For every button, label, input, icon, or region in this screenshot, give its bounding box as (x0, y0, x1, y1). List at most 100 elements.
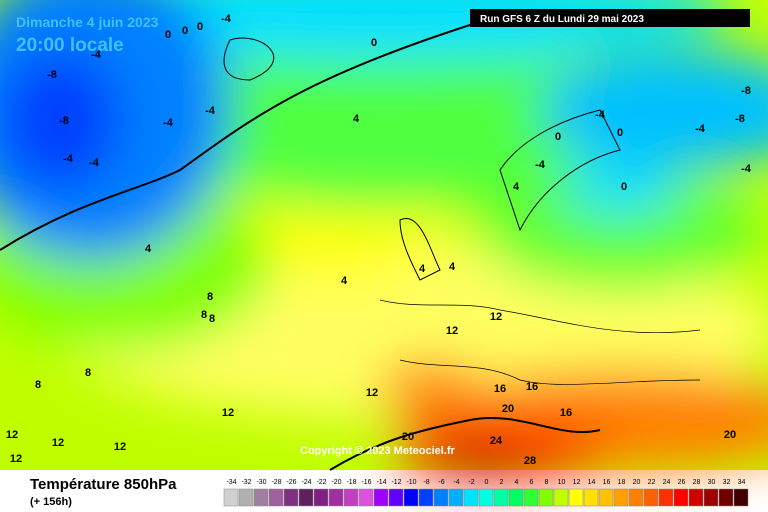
legend-swatch (298, 488, 314, 507)
legend-swatch (733, 488, 749, 507)
legend-tick: 4 (515, 479, 519, 486)
legend-tick: -12 (391, 479, 401, 486)
legend-tick: -4 (453, 479, 459, 486)
legend-swatch (253, 488, 269, 507)
legend-tick: 20 (633, 479, 641, 486)
contour-label: 24 (490, 435, 503, 447)
contour-label: -8 (735, 113, 745, 125)
legend-tick: -26 (286, 479, 296, 486)
contour-label: -4 (595, 109, 606, 121)
contour-label: -4 (205, 105, 216, 117)
legend-tick: -2 (468, 479, 474, 486)
contour-label: 0 (621, 181, 627, 193)
contour-label: 20 (402, 431, 414, 443)
legend-tick: 18 (618, 479, 626, 486)
legend-swatch (418, 488, 434, 507)
contour-label: 12 (6, 429, 18, 441)
contour-label: -4 (695, 123, 706, 135)
temperature-field (0, 0, 768, 480)
legend-tick: 30 (708, 479, 716, 486)
footer-lead: (+ 156h) (30, 496, 72, 508)
legend-tick: -18 (346, 479, 356, 486)
legend-swatch (343, 488, 359, 507)
contour-label: 8 (209, 313, 215, 325)
legend-swatch (703, 488, 719, 507)
legend-tick: 14 (588, 479, 596, 486)
contour-label: 0 (617, 127, 623, 139)
legend-tick: 26 (678, 479, 686, 486)
contour-label: -8 (47, 69, 57, 81)
contour-label: 4 (419, 263, 426, 275)
legend-tick: 34 (738, 479, 746, 486)
contour-label: 8 (201, 309, 207, 321)
legend-tick: -16 (361, 479, 371, 486)
legend-tick: -6 (438, 479, 444, 486)
contour-label: 4 (145, 243, 152, 255)
legend-swatch (238, 488, 254, 507)
legend-swatch (658, 488, 674, 507)
contour-label: 12 (490, 311, 502, 323)
legend-swatch (358, 488, 374, 507)
contour-label: -8 (59, 115, 69, 127)
legend-swatch (583, 488, 599, 507)
contour-label: 16 (494, 383, 506, 395)
contour-label: 8 (35, 379, 41, 391)
legend-swatch (268, 488, 284, 507)
legend-swatch (643, 488, 659, 507)
contour-label: -4 (163, 117, 174, 129)
legend-tick: 32 (723, 479, 731, 486)
contour-label: -4 (63, 153, 74, 165)
legend-tick: 28 (693, 479, 701, 486)
contour-label: -8 (741, 85, 751, 97)
contour-label: 0 (197, 21, 203, 33)
legend-swatch (538, 488, 554, 507)
legend-tick: 2 (500, 479, 504, 486)
contour-label: 4 (513, 181, 520, 193)
contour-label: 20 (724, 429, 736, 441)
legend-swatch (283, 488, 299, 507)
legend-swatch (313, 488, 329, 507)
legend-tick: -22 (316, 479, 326, 486)
contour-label: 12 (52, 437, 64, 449)
contour-label: 12 (366, 387, 378, 399)
legend-swatch (433, 488, 449, 507)
contour-label: 0 (182, 25, 188, 37)
legend-swatch (628, 488, 644, 507)
contour-label: -4 (91, 49, 102, 61)
contour-label: -4 (535, 159, 546, 171)
legend-tick: 22 (648, 479, 656, 486)
legend-tick: -28 (271, 479, 281, 486)
contour-label: -4 (741, 163, 752, 175)
legend-tick: -32 (241, 479, 251, 486)
legend-tick: 6 (530, 479, 534, 486)
legend-swatch (718, 488, 734, 507)
contour-label: 16 (526, 381, 538, 393)
contour-label: 4 (353, 113, 360, 125)
contour-label: 0 (371, 37, 377, 49)
legend-tick: -10 (406, 479, 416, 486)
contour-label: 12 (114, 441, 126, 453)
contour-label: 0 (165, 29, 171, 41)
legend: -34 -32 -30 -28 -26 -24 -22 -20 -18 -16 -14 -12 -10-… (223, 479, 749, 507)
copyright: Copyright © 2023 Meteociel.fr (300, 445, 456, 457)
contour-label: 4 (449, 261, 456, 273)
legend-swatch (613, 488, 629, 507)
contour-label: -4 (221, 13, 232, 25)
contour-label: 8 (207, 291, 213, 303)
legend-tick: -20 (331, 479, 341, 486)
legend-swatch (403, 488, 419, 507)
legend-tick: 8 (545, 479, 549, 486)
legend-swatch (688, 488, 704, 507)
contour-label: 28 (524, 455, 536, 467)
legend-swatch (463, 488, 479, 507)
legend-tick: -8 (423, 479, 429, 486)
legend-tick: 16 (603, 479, 611, 486)
legend-swatch (508, 488, 524, 507)
legend-tick: -24 (301, 479, 311, 486)
legend-swatch (673, 488, 689, 507)
legend-tick: 0 (485, 479, 489, 486)
contour-label: 12 (222, 407, 234, 419)
legend-swatch (553, 488, 569, 507)
